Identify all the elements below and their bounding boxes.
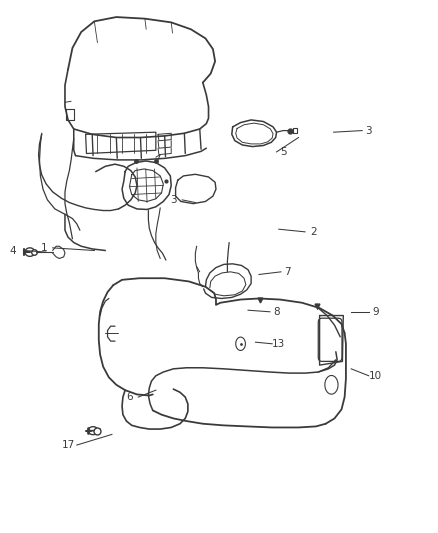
- Text: 9: 9: [371, 307, 378, 317]
- Text: 5: 5: [279, 147, 286, 157]
- Text: 8: 8: [272, 307, 279, 317]
- Text: 3: 3: [364, 126, 371, 135]
- Text: 1: 1: [40, 243, 47, 253]
- Text: 3: 3: [170, 195, 177, 205]
- Text: 10: 10: [368, 371, 381, 381]
- Text: 6: 6: [126, 392, 133, 402]
- Text: 2: 2: [310, 227, 317, 237]
- Text: 7: 7: [283, 267, 290, 277]
- Text: 17: 17: [61, 440, 74, 450]
- Text: 4: 4: [10, 246, 17, 255]
- Text: 13: 13: [272, 339, 285, 349]
